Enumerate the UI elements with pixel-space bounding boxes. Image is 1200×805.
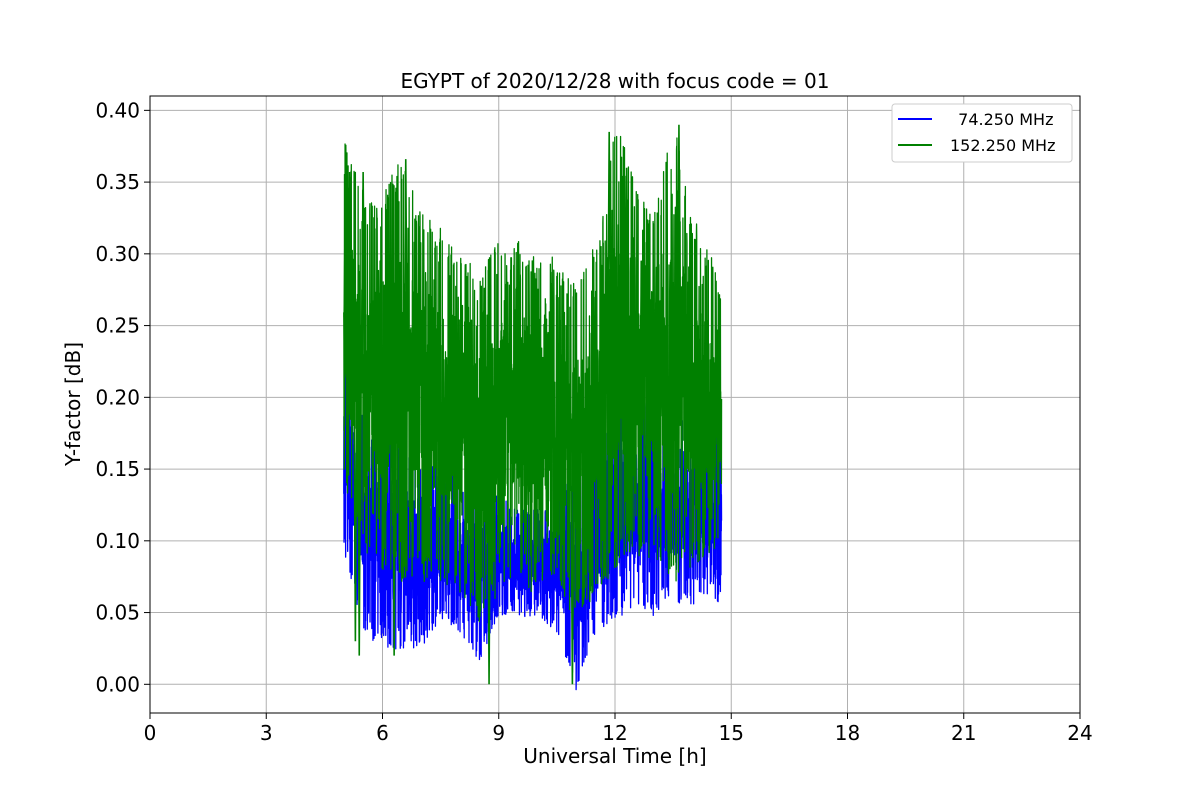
chart-title: EGYPT of 2020/12/28 with focus code = 01 (401, 69, 830, 93)
series-spike-2 (347, 172, 352, 329)
x-tick-label: 24 (1067, 721, 1092, 745)
plot-area (343, 124, 723, 691)
y-tick-label: 0.15 (95, 457, 140, 481)
legend-label-series-2: 152.250 MHz (950, 136, 1055, 155)
series-spike-2 (353, 345, 358, 642)
legend: 74.250 MHz 152.250 MHz (891, 103, 1073, 163)
series-spike-2 (403, 159, 409, 375)
y-tick-label: 0.00 (95, 672, 140, 696)
series-spike-2 (486, 433, 492, 685)
x-tick-label: 3 (260, 721, 273, 745)
x-tick-label: 21 (951, 721, 976, 745)
series-line-2 (343, 135, 723, 623)
y-tick-label: 0.10 (95, 529, 140, 553)
y-tick-label: 0.25 (95, 314, 140, 338)
series-spike-2 (391, 374, 397, 656)
series-spike-2 (624, 167, 629, 356)
series-spike-2 (676, 124, 682, 361)
y-tick-label: 0.30 (95, 242, 140, 266)
series-layer (343, 124, 723, 691)
y-tick-label: 0.20 (95, 385, 140, 409)
x-tick-label: 15 (719, 721, 744, 745)
y-tick-label: 0.05 (95, 601, 140, 625)
x-tick-label: 9 (492, 721, 505, 745)
x-axis-label: Universal Time [h] (523, 744, 706, 768)
series-spike-2 (606, 131, 612, 369)
series-spike-2 (356, 357, 362, 656)
legend-box (891, 103, 1073, 163)
axis-ticks: 0 3 6 9 12 15 18 21 24 0.00 0.05 0.10 0.15 0.20 0.25 0.… (95, 98, 1092, 745)
y-tick-label: 0.40 (95, 98, 140, 122)
series-spike-2 (360, 172, 366, 369)
x-tick-label: 6 (376, 721, 389, 745)
series-spike-2 (343, 144, 348, 317)
x-tick-label: 18 (835, 721, 860, 745)
y-axis-label: Y-factor [dB] (61, 342, 85, 467)
y-tick-label: 0.35 (95, 170, 140, 194)
series-spike-2 (570, 447, 575, 685)
x-tick-label: 12 (602, 721, 627, 745)
x-tick-label: 0 (144, 721, 157, 745)
legend-label-series-1: 74.250 MHz (948, 110, 1053, 129)
